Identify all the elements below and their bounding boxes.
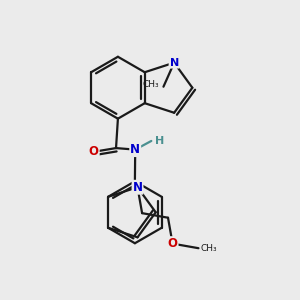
- Text: H: H: [155, 136, 164, 146]
- Text: N: N: [130, 143, 140, 156]
- Text: CH₃: CH₃: [200, 244, 217, 253]
- Text: O: O: [89, 145, 99, 158]
- Text: O: O: [168, 237, 178, 250]
- Text: N: N: [133, 181, 142, 194]
- Text: N: N: [169, 58, 179, 68]
- Text: CH₃: CH₃: [142, 80, 159, 89]
